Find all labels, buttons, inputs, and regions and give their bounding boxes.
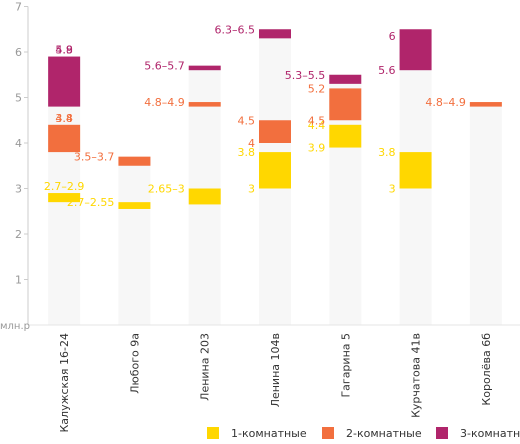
value-label: 4.8–4.9 (425, 96, 466, 109)
y-tick-label: 6 (15, 46, 22, 59)
value-label: 4.5 (308, 114, 326, 127)
range-bar-1room (118, 202, 151, 209)
range-bar-1room (399, 152, 432, 189)
value-label: 5.3–5.5 (285, 69, 326, 82)
category-label: Ленина 203 (199, 333, 212, 401)
y-tick-label: 5 (15, 92, 22, 105)
y-axis-unit-label: млн.р (0, 321, 30, 332)
range-bar-2room (329, 88, 362, 121)
range-bar-3room (48, 56, 81, 107)
value-label: 3 (248, 183, 255, 196)
value-label: 3.9 (308, 142, 326, 155)
value-label: 2.7–2.55 (67, 196, 115, 209)
range-bar-2room (48, 124, 81, 153)
range-bar-2room (469, 102, 502, 107)
value-label: 6.3–6.5 (215, 23, 256, 36)
range-bar-3room (259, 29, 291, 39)
value-label: 2.65–3 (148, 183, 185, 196)
value-label: 4.4 (55, 112, 73, 125)
value-label: 5.9 (55, 44, 73, 57)
value-label: 3 (389, 183, 396, 196)
category-label: Курчатова 41в (410, 333, 423, 418)
value-label: 5.6 (378, 64, 396, 77)
legend-item-3room: 3-комнатные (436, 426, 520, 440)
legend-label-3room: 3-комнатные (460, 426, 520, 440)
value-label: 6 (389, 30, 396, 43)
y-tick-label: 1 (15, 274, 22, 287)
value-label: 2.7–2.9 (44, 180, 85, 193)
value-label: 4.8–4.9 (144, 96, 185, 109)
background-column (118, 156, 151, 325)
y-tick-label: 7 (15, 1, 22, 14)
value-label: 5.6–5.7 (144, 60, 185, 73)
category-label: Калужская 16-24 (58, 333, 71, 433)
range-bar-1room (259, 152, 291, 189)
range-bar-3room (329, 74, 362, 84)
legend-label-1room: 1-комнатные (231, 426, 307, 440)
y-tick-label: 4 (15, 137, 22, 150)
value-label: 3.8 (55, 112, 73, 125)
range-bar-2room (259, 120, 291, 143)
legend-swatch-2room (322, 427, 334, 439)
legend-item-2room: 2-комнатные (322, 426, 422, 440)
range-bar-1room (48, 193, 81, 203)
value-label: 4.8 (55, 44, 73, 57)
legend-swatch-1room (207, 427, 219, 439)
value-label: 3.5–3.7 (74, 151, 115, 164)
value-label: 4 (248, 137, 255, 150)
category-label: Королёва 6б (480, 333, 493, 406)
range-bar-2room (188, 102, 221, 107)
value-label: 4.5 (238, 114, 256, 127)
background-column (469, 102, 502, 325)
legend-swatch-3room (436, 427, 448, 439)
value-label: 3.8 (378, 146, 396, 159)
category-label: Любого 9а (128, 333, 141, 394)
legend-item-1room: 1-комнатные (207, 426, 307, 440)
range-bar-3room (188, 65, 221, 71)
range-bar-1room (329, 124, 362, 148)
legend-label-2room: 2-комнатные (346, 426, 422, 440)
value-label: 3.8 (238, 146, 256, 159)
legend: 1-комнатные 2-комнатные 3-комнатные (0, 426, 520, 440)
value-label: 4.4 (308, 119, 326, 132)
y-tick-label: 2 (15, 228, 22, 241)
value-label: 5.2 (308, 82, 326, 95)
y-tick-label: 3 (15, 183, 22, 196)
range-bar-3room (399, 29, 432, 71)
range-bar-2room (118, 156, 151, 166)
range-bar-1room (188, 188, 221, 205)
category-label: Ленина 104в (269, 333, 282, 407)
category-label: Гагарина 5 (339, 333, 352, 398)
